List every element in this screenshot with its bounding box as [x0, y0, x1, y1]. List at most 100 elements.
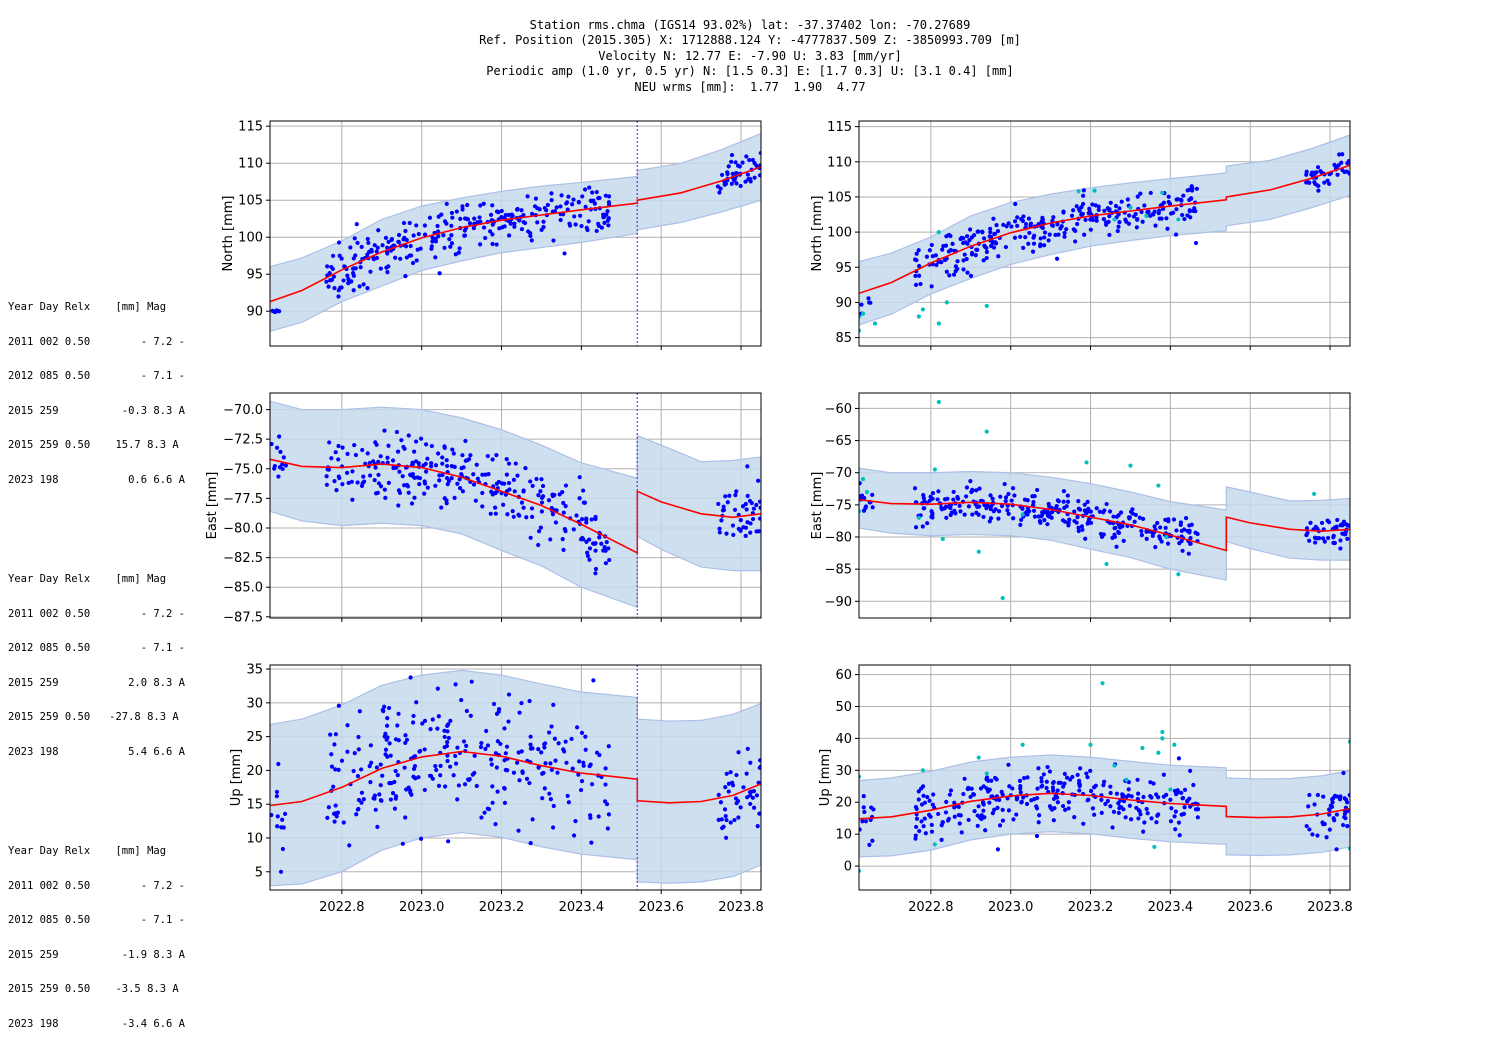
data-point: [383, 747, 389, 752]
data-point: [461, 465, 466, 470]
y-tick-label: 100: [827, 226, 852, 241]
data-point: [453, 682, 458, 687]
outlier-point: [1112, 763, 1117, 768]
data-point: [1174, 207, 1179, 212]
data-point: [943, 504, 949, 509]
data-point: [475, 476, 480, 481]
data-point: [948, 788, 954, 793]
data-point: [1064, 775, 1070, 780]
event-table-row: 2011 002 0.50 - 7.2 -: [8, 607, 186, 620]
data-point: [270, 308, 275, 313]
data-point: [496, 210, 501, 215]
data-point: [357, 709, 362, 714]
y-tick-label: −75.0: [223, 462, 263, 477]
data-point: [1076, 781, 1082, 786]
data-point: [1346, 159, 1350, 164]
y-tick-label: 30: [835, 764, 852, 779]
data-point: [1094, 506, 1099, 511]
data-point: [1141, 829, 1146, 834]
data-point: [1154, 792, 1159, 797]
data-point: [859, 481, 862, 486]
data-point: [577, 475, 582, 480]
data-point: [1182, 527, 1187, 532]
data-point: [582, 500, 588, 505]
data-point: [411, 233, 416, 238]
outlier-point: [916, 515, 921, 520]
data-point: [446, 839, 451, 844]
axes-frame: [858, 664, 1351, 891]
data-point: [719, 172, 725, 178]
data-point: [750, 795, 755, 800]
data-point: [1012, 219, 1018, 224]
data-point: [913, 282, 919, 287]
data-point: [528, 742, 533, 747]
data-point: [472, 216, 477, 221]
data-point: [429, 244, 434, 249]
data-point: [435, 726, 440, 731]
data-point: [1173, 827, 1178, 832]
data-point: [606, 546, 611, 551]
data-point: [973, 502, 978, 507]
data-point: [862, 495, 867, 501]
data-point: [367, 763, 372, 769]
data-point: [726, 164, 731, 169]
data-point: [449, 223, 454, 228]
data-point: [1307, 538, 1312, 543]
data-point: [1132, 519, 1137, 524]
outlier-point: [1347, 846, 1350, 851]
data-point: [1334, 812, 1340, 817]
data-point: [378, 266, 383, 271]
data-point: [545, 202, 550, 208]
data-point: [971, 791, 976, 797]
data-point: [332, 286, 337, 291]
data-point: [724, 817, 729, 823]
data-point: [1307, 827, 1312, 832]
data-point: [1010, 786, 1015, 791]
data-point: [721, 507, 727, 513]
data-point: [270, 441, 274, 447]
data-point: [1009, 224, 1014, 229]
outlier-point: [872, 321, 878, 326]
data-point: [1029, 798, 1034, 803]
data-point: [1157, 536, 1163, 541]
data-point: [495, 739, 500, 744]
data-point: [439, 212, 444, 217]
outlier-point: [1168, 787, 1173, 792]
data-point: [1164, 216, 1169, 221]
data-point: [437, 473, 442, 478]
data-point: [403, 274, 408, 279]
data-point: [400, 474, 405, 479]
data-point: [445, 753, 450, 758]
data-point: [944, 269, 949, 274]
data-point: [981, 802, 986, 807]
data-point: [373, 491, 379, 496]
data-point: [429, 461, 434, 466]
y-tick-label: −70: [825, 466, 852, 481]
data-point: [947, 792, 952, 797]
data-point: [723, 785, 728, 790]
data-point: [530, 817, 535, 822]
outlier-point: [1164, 534, 1169, 540]
data-point: [502, 481, 507, 486]
data-point: [939, 837, 944, 842]
data-point: [1322, 180, 1327, 185]
data-point: [505, 512, 510, 517]
data-point: [1107, 232, 1112, 238]
data-point: [1149, 816, 1154, 821]
data-point: [592, 201, 597, 206]
data-point: [741, 525, 746, 530]
data-point: [1173, 232, 1179, 237]
data-point: [1144, 806, 1149, 812]
data-point: [1034, 806, 1040, 811]
data-point: [931, 792, 936, 797]
data-point: [402, 765, 407, 770]
data-point: [1168, 819, 1174, 824]
data-point: [927, 248, 932, 253]
data-point: [478, 744, 484, 750]
data-point: [1113, 203, 1119, 209]
data-point: [451, 773, 456, 778]
data-point: [1155, 813, 1160, 818]
data-point: [1083, 217, 1088, 223]
data-point: [412, 495, 417, 500]
